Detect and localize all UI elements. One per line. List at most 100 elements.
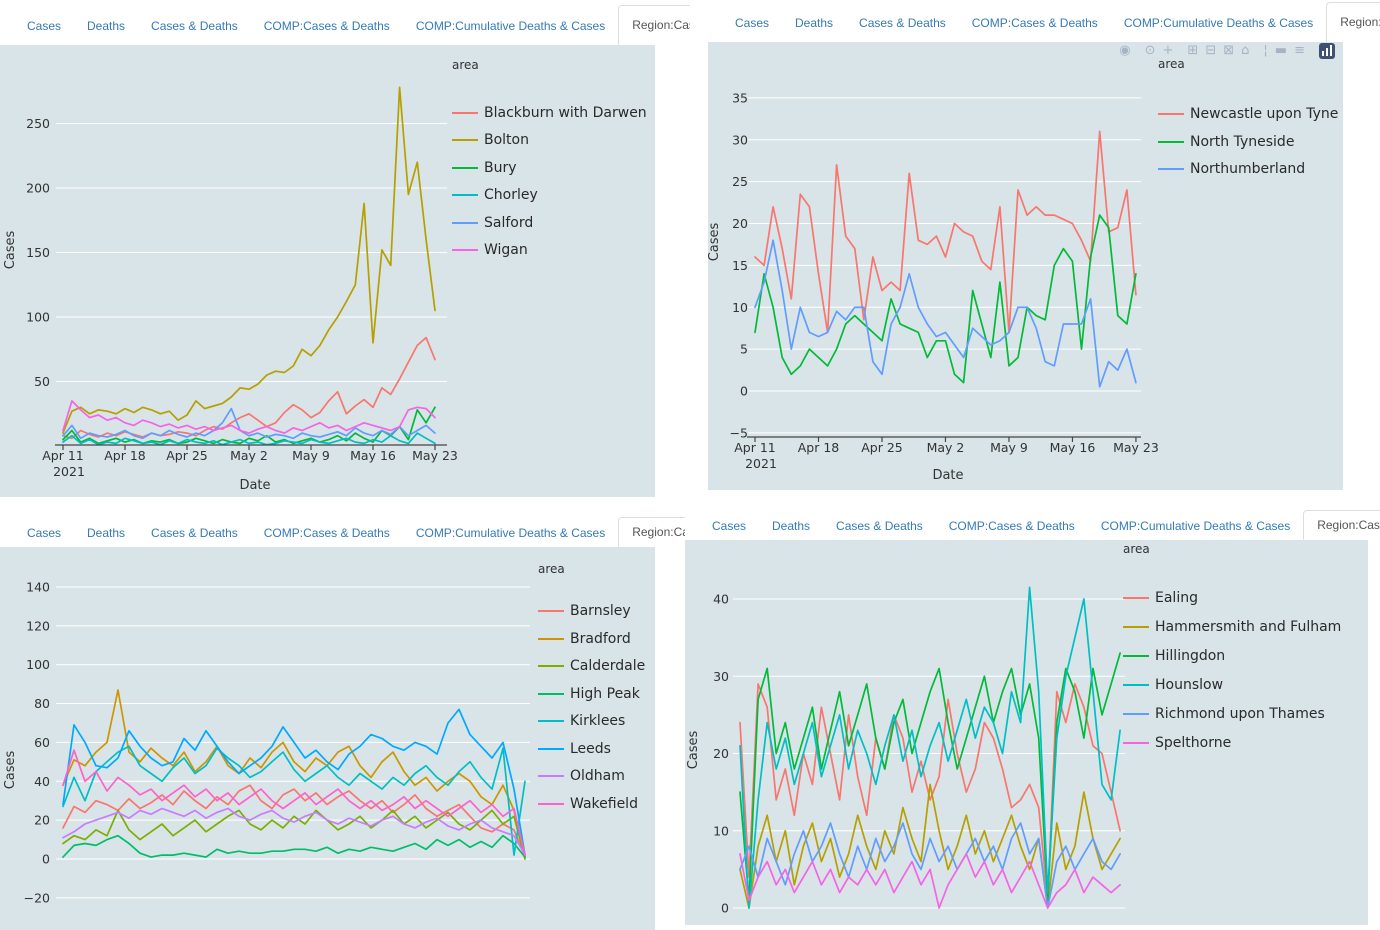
tab-comp-cases-deaths[interactable]: COMP:Cases & Deaths [263, 526, 390, 540]
series-line-ealing [739, 683, 1121, 902]
y-tick-label: 20 [713, 746, 729, 761]
tab-cases[interactable]: Cases [27, 19, 62, 33]
legend-entry-hammersmith-and-fulham[interactable]: Hammersmith and Fulham [1123, 619, 1341, 635]
plotly-logo-icon[interactable] [1319, 43, 1335, 59]
tab-comp-cumulative-deaths-cases[interactable]: COMP:Cumulative Deaths & Cases [415, 526, 606, 540]
legend-entry-high-peak[interactable]: High Peak [538, 686, 640, 702]
tab-comp-cumulative-deaths-cases[interactable]: COMP:Cumulative Deaths & Cases [1100, 519, 1291, 533]
legend-entry-spelthorne[interactable]: Spelthorne [1123, 735, 1231, 751]
y-tick-label: 40 [713, 592, 729, 607]
legend-entry-bury[interactable]: Bury [452, 160, 517, 176]
tab-deaths[interactable]: Deaths [87, 19, 126, 33]
series-line-hillingdon [739, 652, 1121, 902]
y-tick-label: 35 [732, 90, 748, 105]
zoom-icon[interactable]: ⊙ [1144, 43, 1156, 58]
tab-region-cases[interactable]: Region:Cases [1303, 510, 1380, 540]
hover-closest-icon[interactable]: ▬ [1274, 43, 1288, 58]
zoom-in-icon[interactable]: ⊞ [1187, 43, 1199, 58]
legend-label: Hounslow [1155, 677, 1224, 693]
spikeline-icon[interactable]: ¦ [1263, 43, 1268, 58]
legend-label: Ealing [1155, 590, 1198, 606]
tab-deaths[interactable]: Deaths [795, 16, 834, 30]
autoscale-icon[interactable]: ⊠ [1223, 43, 1235, 58]
tab-cases-deaths[interactable]: Cases & Deaths [859, 16, 946, 30]
series-line-spelthorne [739, 853, 1121, 909]
tab-region-cases[interactable]: Region:Cases [618, 517, 690, 547]
legend-entry-newcastle-upon-tyne[interactable]: Newcastle upon Tyne [1158, 106, 1338, 122]
x-tick-label: May 2 [927, 440, 965, 455]
y-tick-label: 25 [732, 174, 748, 189]
tab-deaths[interactable]: Deaths [87, 526, 126, 540]
tab-deaths[interactable]: Deaths [772, 519, 811, 533]
tab-region-cases[interactable]: Region:Cases [618, 5, 690, 45]
legend-entry-leeds[interactable]: Leeds [538, 741, 611, 757]
y-tick-label: 30 [732, 132, 748, 147]
tab-cases-deaths[interactable]: Cases & Deaths [151, 526, 238, 540]
legend-swatch [452, 249, 478, 251]
legend-entry-blackburn-with-darwen[interactable]: Blackburn with Darwen [452, 105, 647, 121]
series-line-kirklees [62, 745, 526, 856]
y-tick-label: 100 [26, 310, 50, 325]
legend-entry-calderdale[interactable]: Calderdale [538, 658, 645, 674]
pan-icon[interactable]: + [1162, 43, 1174, 58]
tab-comp-cumulative-deaths-cases[interactable]: COMP:Cumulative Deaths & Cases [1123, 16, 1314, 30]
tab-region-cases[interactable]: Region:Cases [1326, 2, 1380, 42]
legend-swatch [452, 112, 478, 114]
legend-entry-chorley[interactable]: Chorley [452, 187, 538, 203]
tab-cases[interactable]: Cases [735, 16, 770, 30]
legend-swatch [538, 665, 564, 667]
legend-label: Blackburn with Darwen [484, 105, 647, 121]
reset-axes-icon[interactable]: ⌂ [1241, 43, 1250, 58]
hover-compare-icon[interactable]: ≡ [1294, 43, 1305, 58]
plotly-logo-bar [1322, 51, 1324, 56]
legend-entry-salford[interactable]: Salford [452, 215, 533, 231]
legend-swatch [538, 637, 564, 640]
legend-entry-barnsley[interactable]: Barnsley [538, 603, 631, 619]
tab-cases[interactable]: Cases [712, 519, 747, 533]
legend-entry-hounslow[interactable]: Hounslow [1123, 677, 1223, 693]
legend-entry-kirklees[interactable]: Kirklees [538, 713, 625, 729]
tab-comp-cases-deaths[interactable]: COMP:Cases & Deaths [971, 16, 1098, 30]
series-line-calderdale [62, 809, 526, 860]
x-tick-year: 2021 [53, 464, 85, 479]
legend-swatch [1123, 655, 1149, 657]
chart-svg: 0 10 20 30 40 Cases [686, 586, 1125, 916]
legend-entry-ealing[interactable]: Ealing [1123, 590, 1198, 606]
chart-panel-greater-manchester: Cases Deaths Cases & Deaths COMP:Cases & De… [0, 0, 690, 497]
legend-label: Hammersmith and Fulham [1155, 619, 1342, 635]
tab-comp-cumulative-deaths-cases[interactable]: COMP:Cumulative Deaths & Cases [415, 19, 606, 33]
legend-entry-hillingdon[interactable]: Hillingdon [1123, 648, 1225, 664]
y-tick-label: 15 [732, 258, 748, 273]
legend-entry-oldham[interactable]: Oldham [538, 768, 625, 784]
legend-entry-wakefield[interactable]: Wakefield [538, 796, 638, 812]
y-axis-title: Cases [686, 730, 701, 769]
series-line-newcastle-upon-tyne [754, 130, 1137, 334]
legend-entry-north-tyneside[interactable]: North Tyneside [1158, 134, 1294, 150]
legend-entry-wigan[interactable]: Wigan [452, 242, 528, 258]
legend-swatch [1123, 742, 1149, 744]
legend-entry-bradford[interactable]: Bradford [538, 631, 631, 647]
legend-entry-bolton[interactable]: Bolton [452, 132, 529, 148]
legend-title: area [1158, 57, 1185, 71]
camera-icon[interactable]: ◉ [1119, 43, 1131, 58]
legend-label: Kirklees [570, 713, 626, 729]
x-tick-label: May 9 [292, 448, 330, 463]
tab-cases[interactable]: Cases [27, 526, 62, 540]
legend-entry-northumberland[interactable]: Northumberland [1158, 161, 1305, 177]
x-tick-label: Apr 18 [798, 440, 840, 455]
tab-comp-cases-deaths[interactable]: COMP:Cases & Deaths [263, 19, 390, 33]
tab-cases-deaths[interactable]: Cases & Deaths [151, 19, 238, 33]
tab-bar: Cases Deaths Cases & Deaths COMP:Cases & De… [685, 510, 1380, 540]
y-tick-label: 30 [713, 669, 729, 684]
tab-comp-cases-deaths[interactable]: COMP:Cases & Deaths [948, 519, 1075, 533]
legend-swatch [1158, 113, 1184, 115]
zoom-out-icon[interactable]: ⊟ [1205, 43, 1217, 58]
tab-cases-deaths[interactable]: Cases & Deaths [836, 519, 923, 533]
y-tick-label: 60 [34, 735, 50, 750]
legend-entry-richmond-upon-thames[interactable]: Richmond upon Thames [1123, 706, 1325, 722]
legend-swatch [452, 139, 478, 142]
legend-label: Leeds [570, 740, 611, 757]
legend-swatch [538, 610, 564, 612]
